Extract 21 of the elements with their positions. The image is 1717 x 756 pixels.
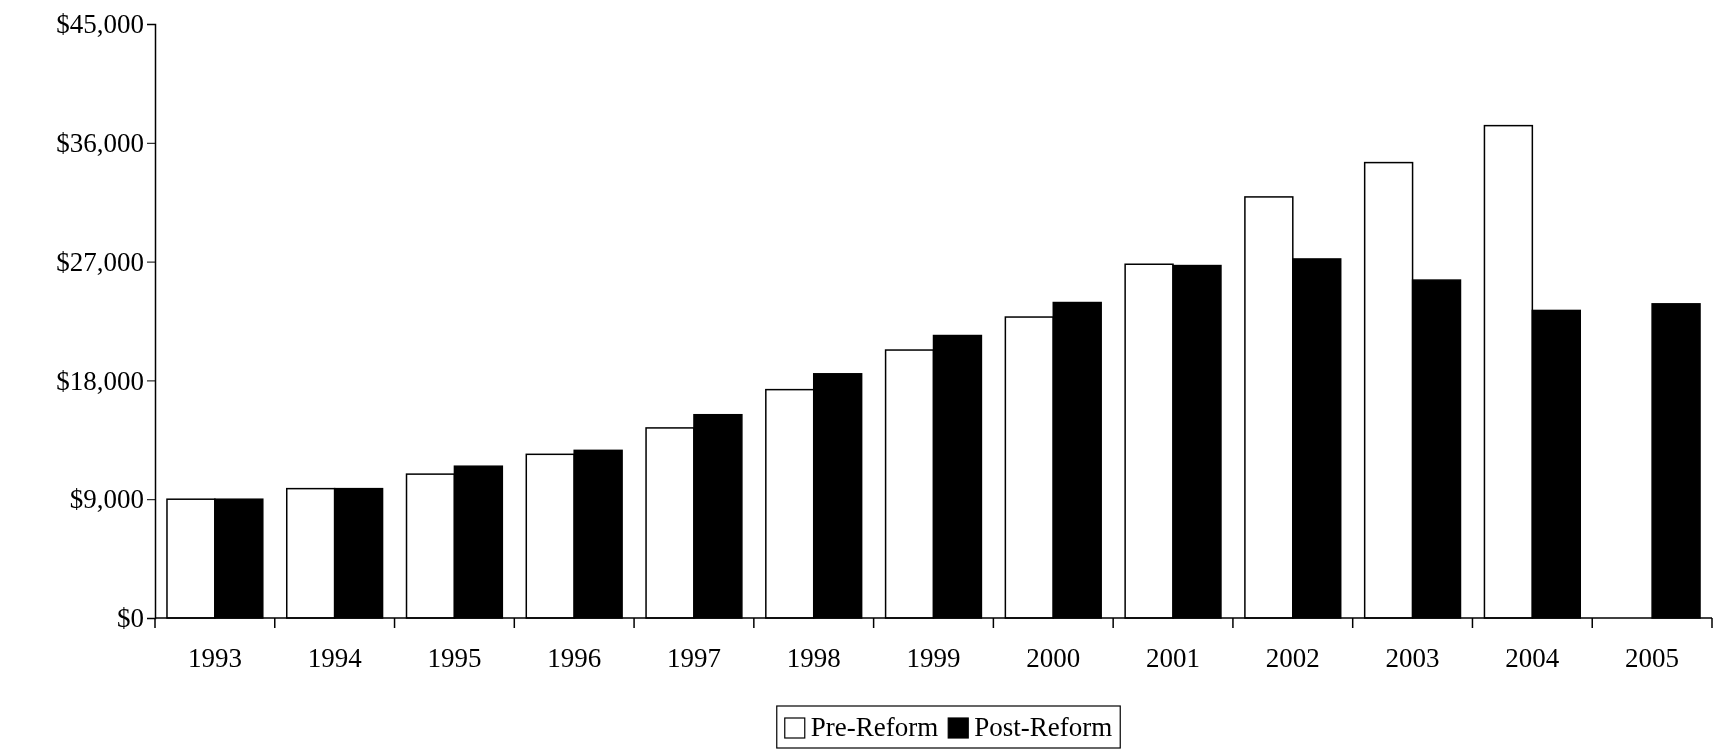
x-tick-label: 1998 — [786, 643, 841, 674]
x-tick-label: 2004 — [1505, 643, 1560, 674]
y-tick-label: $0 — [117, 603, 144, 634]
y-tick-label: $9,000 — [69, 484, 144, 515]
x-tick-label: 2001 — [1146, 643, 1201, 674]
y-tick-label: $36,000 — [56, 127, 144, 158]
y-tick-label: $45,000 — [56, 9, 144, 40]
y-tick-label: $18,000 — [56, 365, 144, 396]
x-tick-label: 2002 — [1265, 643, 1320, 674]
x-tick-label: 1995 — [427, 643, 482, 674]
legend-label: Pre-Reform — [810, 712, 939, 742]
x-tick-label: 2000 — [1026, 643, 1081, 674]
x-tick-label: 1993 — [187, 643, 242, 674]
x-tick-label: 2003 — [1385, 643, 1440, 674]
x-tick-label: 1999 — [906, 643, 961, 674]
legend-label: Post-Reform — [974, 712, 1113, 742]
y-tick-label: $27,000 — [56, 246, 144, 277]
x-tick-label: 1997 — [666, 643, 721, 674]
x-tick-label: 2005 — [1625, 643, 1680, 674]
x-tick-label: 1996 — [547, 643, 602, 674]
x-tick-label: 1994 — [307, 643, 363, 674]
